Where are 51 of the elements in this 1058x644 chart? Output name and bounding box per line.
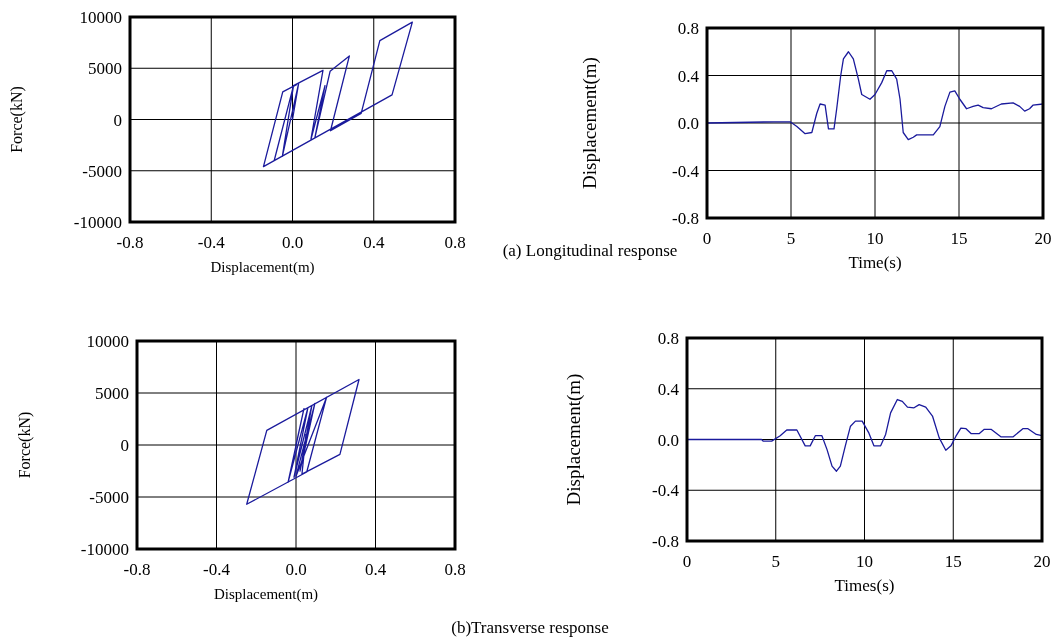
line-series xyxy=(246,378,360,505)
x-tick-label: 20 xyxy=(1034,229,1052,248)
y-axis-title: Force(kN) xyxy=(16,411,34,479)
y-tick-label: 10000 xyxy=(79,8,122,27)
x-axis-title: Displacement(m) xyxy=(213,586,319,603)
x-tick-label: 20 xyxy=(1033,552,1051,571)
x-tick-label: 0.0 xyxy=(281,233,304,252)
y-tick-label: -5000 xyxy=(82,161,122,181)
x-tick-label: 0.0 xyxy=(285,560,307,579)
y-axis-title: Displacement(m) xyxy=(579,57,601,189)
line-series xyxy=(706,51,1044,141)
line-series xyxy=(262,21,413,168)
x-tick-label: 10 xyxy=(866,229,884,248)
y-tick-label: 0.8 xyxy=(677,19,699,38)
y-tick-label: -10000 xyxy=(80,540,129,559)
x-tick-label: 0.8 xyxy=(444,233,466,252)
y-tick-label: 10000 xyxy=(86,332,129,351)
x-tick-label: 15 xyxy=(950,229,968,248)
line-series xyxy=(686,398,1043,472)
text: (a) Longitudinal response xyxy=(502,241,678,260)
x-axis-title: Displacement(m) xyxy=(210,259,315,276)
x-tick-label: 0.4 xyxy=(364,560,387,579)
y-axis-title: Force(kN) xyxy=(8,86,26,153)
x-tick-label: 5 xyxy=(771,552,780,571)
x-axis-title: Times(s) xyxy=(834,576,895,595)
x-tick-label: -0.4 xyxy=(203,560,231,579)
y-tick-label: 0 xyxy=(113,110,122,130)
y-tick-label: 0 xyxy=(120,436,129,455)
y-tick-label: 5000 xyxy=(88,59,122,79)
x-tick-label: 15 xyxy=(944,552,962,571)
y-tick-label: 0.8 xyxy=(657,329,679,348)
text: (b)Transverse response xyxy=(451,618,609,637)
y-tick-label: -0.8 xyxy=(652,532,679,551)
x-axis-title: Time(s) xyxy=(848,253,902,272)
x-tick-label: 0.4 xyxy=(363,233,385,252)
y-tick-label: -0.8 xyxy=(672,209,699,228)
y-axis-title: Displacement(m) xyxy=(563,373,585,506)
x-tick-label: 0.8 xyxy=(444,560,466,579)
y-tick-label: -5000 xyxy=(89,488,129,507)
y-tick-label: 0.4 xyxy=(677,66,700,86)
y-tick-label: 0.4 xyxy=(657,379,680,399)
x-tick-label: -0.4 xyxy=(197,233,226,252)
y-tick-label: 0.0 xyxy=(657,430,679,450)
x-tick-label: 10 xyxy=(856,552,873,571)
x-tick-label: 0 xyxy=(702,229,712,248)
x-tick-label: 5 xyxy=(786,229,796,248)
y-tick-label: 0.0 xyxy=(677,114,699,133)
y-tick-label: -0.4 xyxy=(672,161,700,181)
y-tick-label: 5000 xyxy=(95,384,129,403)
y-tick-label: -10000 xyxy=(73,213,122,232)
y-tick-label: -0.4 xyxy=(652,481,680,501)
